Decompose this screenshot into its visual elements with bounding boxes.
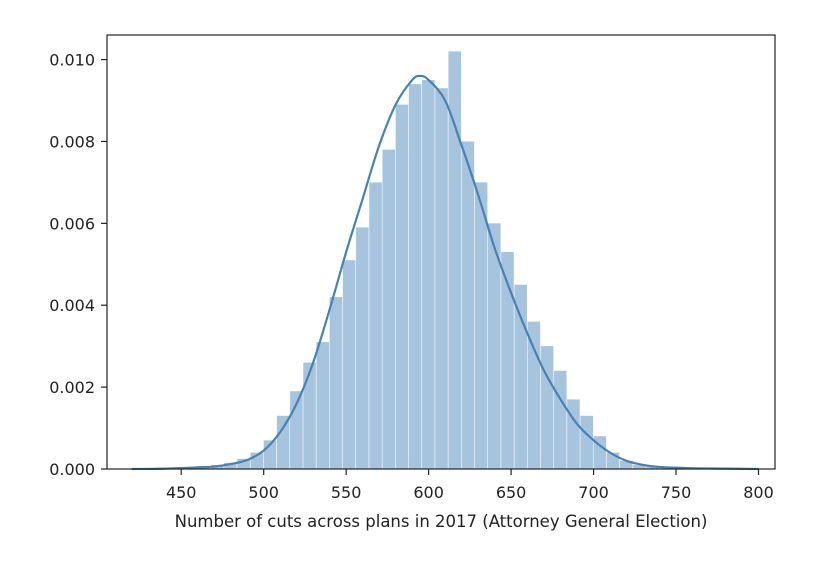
histogram-bar — [316, 342, 330, 469]
histogram-bar — [369, 182, 382, 469]
y-axis-ticks: 0.000 0.002 0.004 0.006 0.008 0.010 — [49, 51, 107, 479]
histogram-bar — [224, 462, 237, 469]
histogram-bar — [408, 84, 422, 469]
histogram-bar — [646, 466, 659, 469]
x-tick-label: 500 — [248, 483, 279, 502]
histogram-bar — [488, 223, 501, 469]
histogram-bar — [422, 80, 435, 470]
histogram-bar — [540, 346, 554, 469]
kde-curve-group — [131, 74, 759, 471]
histogram-bar — [567, 399, 580, 469]
histogram-bar — [461, 141, 475, 470]
histogram-bar — [580, 415, 593, 469]
x-tick-label: 800 — [743, 483, 774, 502]
histogram-bar — [553, 370, 567, 469]
histogram-bar — [237, 458, 250, 469]
histogram-bar — [448, 51, 462, 470]
y-tick-label: 0.004 — [49, 296, 95, 315]
x-axis-ticks: 450 500 550 600 650 700 750 800 — [166, 469, 774, 502]
histogram-bar — [329, 297, 343, 469]
x-axis-label: Number of cuts across plans in 2017 (Att… — [175, 512, 708, 531]
x-tick-label: 550 — [331, 483, 362, 502]
histogram-bar — [633, 464, 646, 469]
histogram-bar — [395, 104, 409, 470]
y-tick-label: 0.006 — [49, 214, 95, 233]
x-tick-label: 600 — [413, 483, 444, 502]
histogram-bar — [356, 227, 369, 469]
x-tick-label: 650 — [496, 483, 527, 502]
y-tick-label: 0.008 — [49, 132, 95, 151]
x-tick-label: 700 — [578, 483, 609, 502]
histogram-bar — [474, 182, 488, 469]
histogram-bar — [514, 284, 527, 469]
y-tick-label: 0.000 — [49, 460, 95, 479]
histogram-bar — [501, 252, 514, 469]
kde-line — [131, 74, 759, 471]
y-tick-label: 0.010 — [49, 51, 95, 70]
histogram-bar — [593, 436, 607, 469]
histogram-bar — [382, 149, 396, 469]
histogram-bar — [342, 260, 356, 469]
histogram-bar — [303, 362, 316, 469]
histogram-bar — [276, 415, 290, 469]
y-tick-label: 0.002 — [49, 378, 95, 397]
plot-frame — [106, 34, 776, 470]
x-tick-label: 750 — [661, 483, 692, 502]
histogram-bars — [131, 51, 762, 470]
histogram-bar — [435, 88, 448, 470]
histogram-bar — [527, 321, 541, 469]
x-tick-label: 450 — [166, 483, 197, 502]
histogram-bar — [619, 460, 633, 469]
